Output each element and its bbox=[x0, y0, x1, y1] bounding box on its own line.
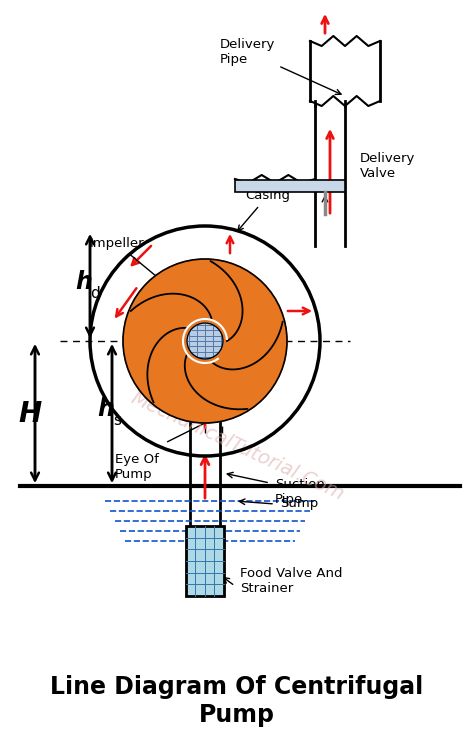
Text: Casing: Casing bbox=[238, 190, 290, 231]
Text: MechanicalTutorial.Com: MechanicalTutorial.Com bbox=[128, 388, 346, 503]
Text: Eye Of
Pump: Eye Of Pump bbox=[115, 453, 159, 481]
Text: h: h bbox=[98, 398, 114, 422]
Bar bbox=[186, 526, 224, 596]
Text: Line Diagram Of Centrifugal
Pump: Line Diagram Of Centrifugal Pump bbox=[50, 675, 424, 727]
Text: H: H bbox=[18, 399, 42, 427]
Text: s: s bbox=[113, 413, 121, 428]
Text: Impeller: Impeller bbox=[90, 237, 172, 289]
Text: Delivery
Pipe: Delivery Pipe bbox=[220, 38, 341, 94]
Text: Food Valve And
Strainer: Food Valve And Strainer bbox=[240, 567, 343, 595]
Text: d: d bbox=[90, 286, 100, 300]
Text: h: h bbox=[75, 270, 92, 294]
Text: Suction
Pipe: Suction Pipe bbox=[275, 478, 325, 506]
Circle shape bbox=[123, 259, 287, 423]
Text: Sump: Sump bbox=[280, 497, 318, 510]
Bar bbox=[235, 180, 345, 192]
Circle shape bbox=[187, 323, 223, 359]
Text: Delivery
Valve: Delivery Valve bbox=[360, 152, 415, 180]
